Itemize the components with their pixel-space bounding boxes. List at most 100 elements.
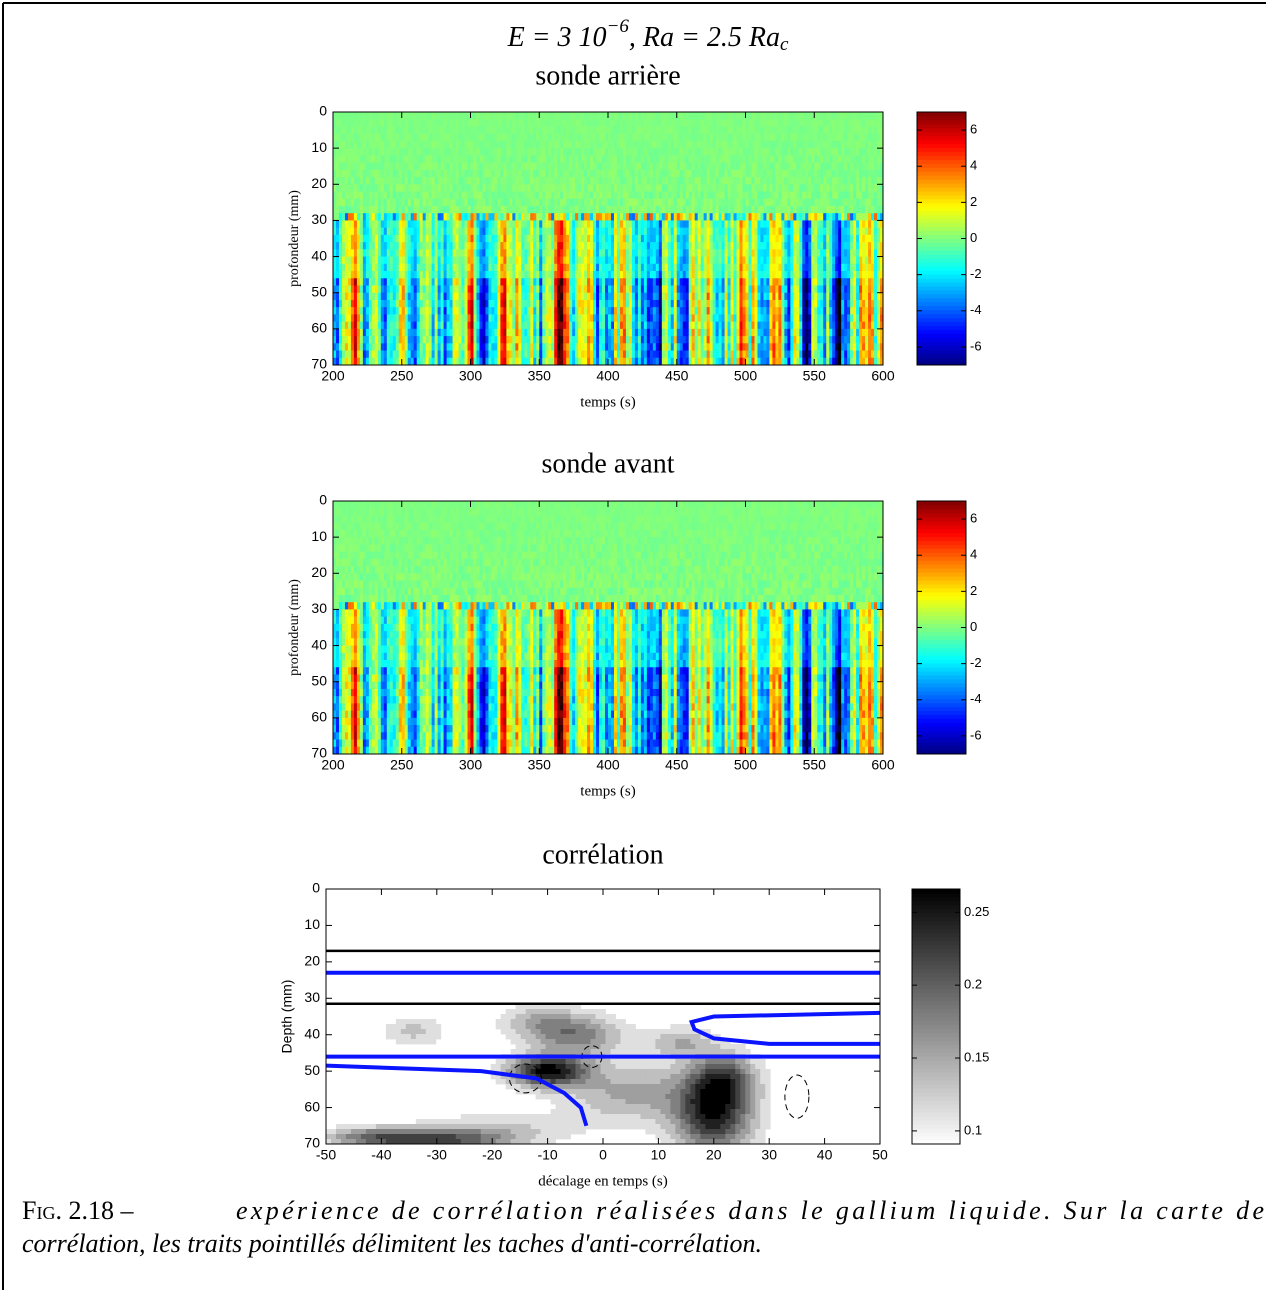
- heatmap-cell: [877, 126, 881, 135]
- heatmap-cell: [521, 205, 525, 214]
- heatmap-cell: [817, 278, 821, 287]
- heatmap-cell: [718, 119, 723, 128]
- heatmap-cell: [365, 155, 370, 164]
- heatmap-cell: [545, 278, 549, 287]
- heatmap-cell: [539, 177, 543, 185]
- heatmap-cell: [392, 234, 397, 243]
- heatmap-cell: [850, 234, 854, 243]
- heatmap-cell: [655, 112, 660, 120]
- heatmap-cell: [610, 155, 615, 164]
- heatmap-cell: [434, 242, 439, 250]
- heatmap-cell: [853, 242, 857, 250]
- heatmap-cell: [554, 155, 558, 164]
- heatmap-cell: [353, 242, 358, 250]
- heatmap-cell: [431, 299, 436, 308]
- heatmap-cell: [850, 263, 854, 272]
- heatmap-cell: [619, 242, 624, 250]
- heatmap-cell: [844, 292, 848, 301]
- heatmap-cell: [829, 278, 833, 287]
- heatmap-cell: [557, 112, 561, 120]
- heatmap-cell: [808, 234, 812, 243]
- heatmap-cell: [637, 213, 642, 222]
- heatmap-cell: [473, 140, 478, 149]
- heatmap-cell: [521, 148, 525, 156]
- heatmap-cell: [497, 271, 501, 279]
- heatmap-cell: [506, 155, 510, 164]
- heatmap-cell: [739, 271, 744, 279]
- heatmap-cell: [494, 271, 499, 279]
- heatmap-cell: [721, 285, 726, 294]
- heatmap-cell: [850, 198, 854, 207]
- heatmap-cell: [631, 126, 636, 135]
- heatmap-cell: [658, 148, 663, 156]
- heatmap-cell: [856, 249, 860, 258]
- heatmap-cell: [787, 177, 791, 185]
- heatmap-cell: [793, 227, 797, 236]
- heatmap-cell: [431, 184, 436, 193]
- heatmap-cell: [688, 140, 693, 149]
- heatmap-cell: [658, 234, 663, 243]
- heatmap-cell: [850, 205, 854, 214]
- heatmap-cell: [688, 292, 693, 301]
- heatmap-cell: [739, 162, 744, 171]
- heatmap-cell: [628, 278, 633, 287]
- heatmap-cell: [745, 177, 750, 185]
- heatmap-cell: [551, 278, 555, 287]
- heatmap-cell: [530, 234, 534, 243]
- heatmap-cell: [539, 140, 543, 149]
- heatmap-cell: [799, 220, 803, 229]
- heatmap-cell: [563, 227, 567, 236]
- heatmap-cell: [727, 220, 732, 229]
- heatmap-cell: [811, 234, 815, 243]
- heatmap-cell: [817, 220, 821, 229]
- heatmap-cell: [817, 299, 821, 308]
- heatmap-cell: [826, 205, 830, 214]
- heatmap-cell: [880, 292, 883, 301]
- heatmap-cell: [578, 191, 582, 200]
- heatmap-cell: [694, 256, 699, 265]
- heatmap-cell: [760, 220, 765, 229]
- heatmap-cell: [619, 278, 624, 287]
- heatmap-cell: [853, 299, 857, 308]
- heatmap-cell: [455, 263, 460, 272]
- heatmap-cell: [742, 234, 747, 243]
- heatmap-cell: [362, 184, 367, 193]
- heatmap-cell: [599, 205, 603, 214]
- heatmap-cell: [613, 234, 618, 243]
- heatmap-cell: [572, 162, 576, 171]
- heatmap-cell: [365, 140, 370, 149]
- heatmap-cell: [862, 249, 866, 258]
- heatmap-cell: [464, 242, 469, 250]
- heatmap-cell: [682, 271, 687, 279]
- heatmap-cell: [575, 205, 579, 214]
- heatmap-cell: [733, 234, 738, 243]
- heatmap-cell: [467, 271, 472, 279]
- heatmap-cell: [841, 278, 845, 287]
- heatmap-cell: [643, 234, 648, 243]
- heatmap-cell: [407, 220, 412, 229]
- heatmap-cell: [596, 133, 600, 142]
- heatmap-cell: [643, 191, 648, 200]
- heatmap-cell: [482, 263, 487, 272]
- heatmap-cell: [563, 184, 567, 193]
- heatmap-cell: [344, 198, 349, 207]
- heatmap-cell: [796, 220, 800, 229]
- heatmap-cell: [362, 271, 367, 279]
- heatmap-cell: [688, 177, 693, 185]
- heatmap-cell: [593, 148, 597, 156]
- heatmap-cell: [473, 234, 478, 243]
- heatmap-cell: [605, 191, 609, 200]
- heatmap-cell: [539, 227, 543, 236]
- heatmap-cell: [835, 155, 839, 164]
- heatmap-cell: [658, 242, 663, 250]
- heatmap-cell: [637, 148, 642, 156]
- heatmap-cell: [835, 126, 839, 135]
- heatmap-cell: [643, 220, 648, 229]
- heatmap-cell: [727, 249, 732, 258]
- heatmap-cell: [362, 249, 367, 258]
- heatmap-cell: [847, 227, 851, 236]
- heatmap-cell: [569, 242, 573, 250]
- heatmap-cell: [778, 112, 782, 120]
- heatmap-cell: [658, 220, 663, 229]
- heatmap-cell: [350, 220, 355, 229]
